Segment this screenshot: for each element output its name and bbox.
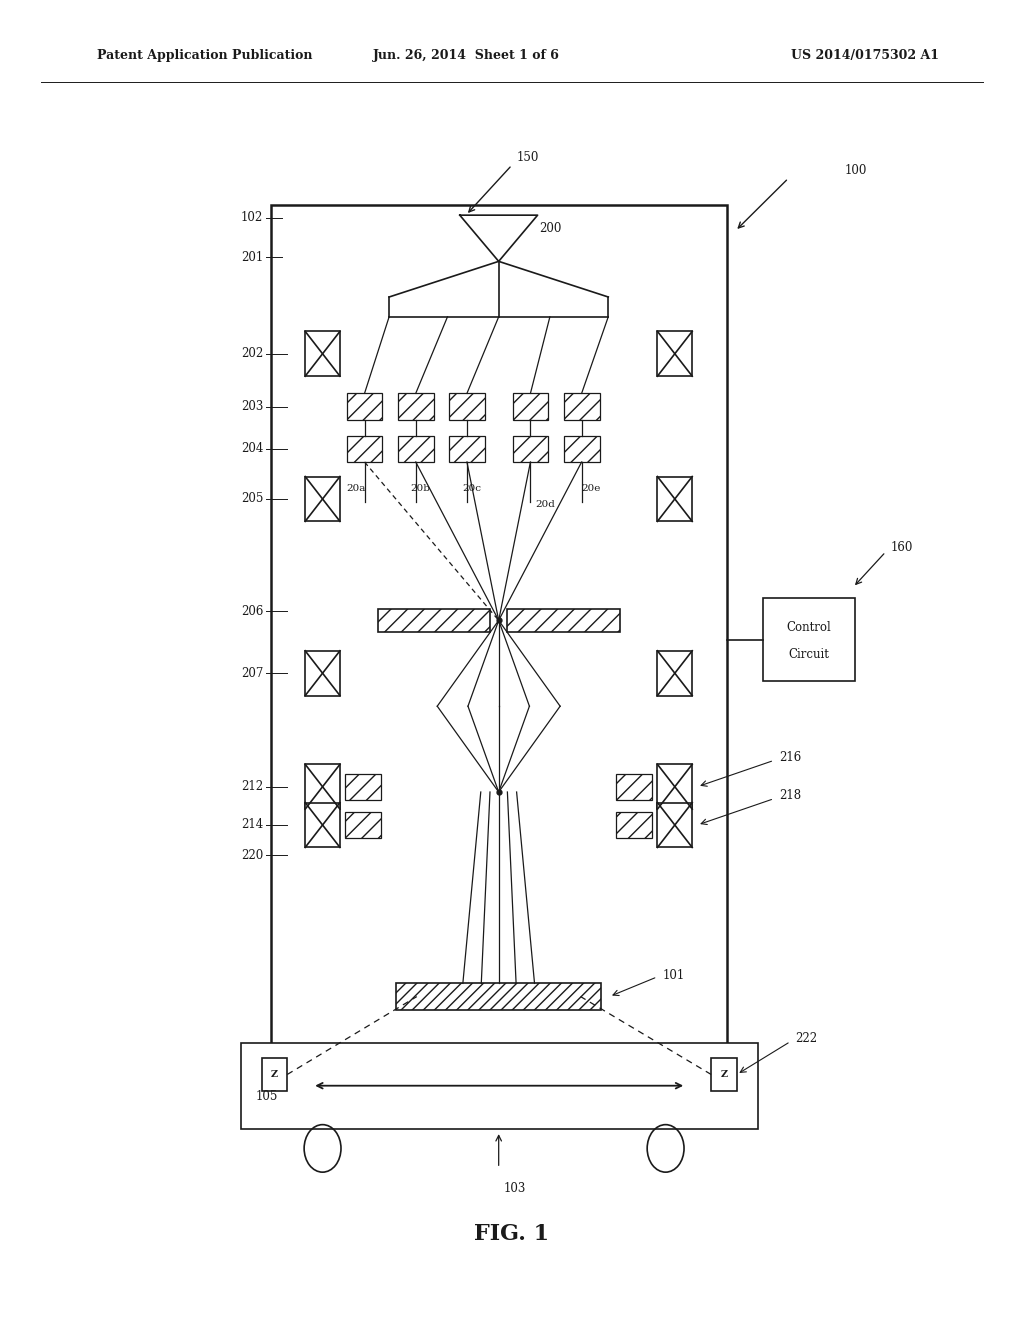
Bar bbox=[271, 205, 727, 1049]
Bar bbox=[305, 764, 340, 809]
Text: 20e: 20e bbox=[582, 484, 601, 492]
Bar bbox=[657, 651, 692, 696]
Text: 102: 102 bbox=[241, 211, 263, 224]
Text: 222: 222 bbox=[796, 1032, 818, 1045]
Text: 202: 202 bbox=[241, 347, 263, 360]
Bar bbox=[345, 812, 381, 838]
Text: Z: Z bbox=[721, 1071, 727, 1078]
Bar bbox=[657, 331, 692, 376]
Text: 101: 101 bbox=[663, 969, 685, 982]
Bar bbox=[346, 436, 382, 462]
Text: 216: 216 bbox=[779, 751, 802, 764]
Text: 207: 207 bbox=[241, 667, 263, 680]
Text: Control: Control bbox=[786, 620, 831, 634]
Text: Circuit: Circuit bbox=[788, 648, 829, 661]
Text: 103: 103 bbox=[504, 1181, 526, 1195]
Bar bbox=[563, 393, 600, 420]
Bar bbox=[378, 609, 490, 632]
Text: 201: 201 bbox=[241, 251, 263, 264]
Bar bbox=[397, 393, 434, 420]
Text: 20d: 20d bbox=[536, 500, 555, 508]
Bar bbox=[507, 609, 620, 632]
Text: Z: Z bbox=[271, 1071, 278, 1078]
Text: 20c: 20c bbox=[462, 484, 481, 492]
Bar bbox=[616, 774, 652, 800]
Text: 160: 160 bbox=[891, 541, 913, 554]
Bar bbox=[513, 436, 549, 462]
Bar bbox=[305, 803, 340, 847]
Text: 205: 205 bbox=[241, 492, 263, 506]
Bar bbox=[241, 1043, 758, 1129]
Text: 20b: 20b bbox=[411, 484, 431, 492]
Bar bbox=[513, 393, 549, 420]
Bar bbox=[616, 812, 652, 838]
Bar bbox=[305, 331, 340, 376]
Text: 203: 203 bbox=[241, 400, 263, 413]
Bar bbox=[305, 651, 340, 696]
Text: 20a: 20a bbox=[346, 484, 366, 492]
Bar bbox=[657, 803, 692, 847]
Text: 220: 220 bbox=[241, 849, 263, 862]
Text: US 2014/0175302 A1: US 2014/0175302 A1 bbox=[792, 49, 939, 62]
Text: 204: 204 bbox=[241, 442, 263, 455]
Text: 150: 150 bbox=[517, 150, 540, 164]
Bar bbox=[563, 436, 600, 462]
Text: 206: 206 bbox=[241, 605, 263, 618]
Text: Jun. 26, 2014  Sheet 1 of 6: Jun. 26, 2014 Sheet 1 of 6 bbox=[373, 49, 559, 62]
Bar bbox=[346, 393, 382, 420]
Bar bbox=[657, 477, 692, 521]
Text: Patent Application Publication: Patent Application Publication bbox=[97, 49, 312, 62]
Bar bbox=[711, 1059, 737, 1090]
Text: 200: 200 bbox=[540, 222, 562, 235]
Text: FIG. 1: FIG. 1 bbox=[474, 1224, 550, 1245]
Bar bbox=[763, 598, 855, 681]
Text: 105: 105 bbox=[256, 1090, 279, 1102]
Bar bbox=[397, 436, 434, 462]
Bar bbox=[262, 1059, 287, 1090]
Text: 100: 100 bbox=[845, 164, 867, 177]
Text: 214: 214 bbox=[241, 818, 263, 832]
Bar bbox=[449, 436, 485, 462]
Bar bbox=[305, 477, 340, 521]
Text: 218: 218 bbox=[779, 789, 802, 803]
Bar bbox=[345, 774, 381, 800]
Text: 212: 212 bbox=[241, 780, 263, 793]
Bar bbox=[657, 764, 692, 809]
Bar bbox=[449, 393, 485, 420]
Bar bbox=[396, 983, 601, 1010]
